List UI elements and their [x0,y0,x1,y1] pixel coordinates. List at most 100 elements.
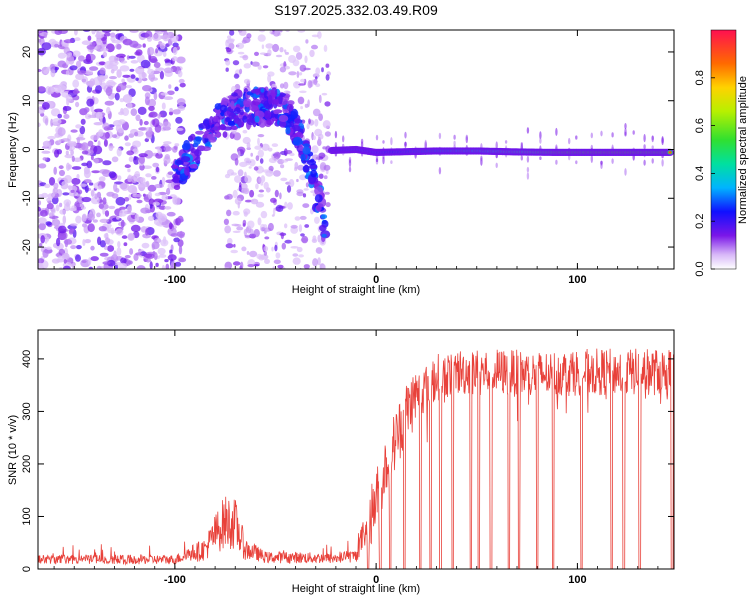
y-tick-label: -20 [21,239,33,255]
spectrogram-cell [103,126,111,131]
spectrogram-cell [173,184,181,190]
spectrogram-cell [98,61,106,66]
spectrogram-cell [115,124,122,133]
spectrogram-cell [128,156,134,162]
spectrogram-cell [103,139,108,147]
spectrogram-cell [404,131,407,139]
spectrogram-cell [143,120,149,126]
spectrogram-cell [42,142,50,148]
spectrogram-cell [77,70,87,74]
spectrogram-cell [152,162,160,168]
spectrogram-cell [272,98,280,105]
spectrogram-cell [279,30,283,33]
spectrogram-cell [318,94,322,104]
spectrogram-cell [272,30,281,37]
spectrogram-cell [219,104,227,113]
spectrogram-cell [231,223,239,227]
spectrogram-cell [93,30,101,33]
spectrogram-cell [38,38,42,43]
spectrogram-cell [93,145,103,155]
spectrogram-cell [304,55,308,64]
spectrogram-cell [53,166,57,175]
spectrogram-cell [114,92,120,101]
spectrogram-cell [178,245,183,255]
spectrogram-cell [211,126,222,131]
spectrogram-cell [115,196,126,206]
spectrogram-cell [81,196,92,203]
spectrogram-cell [241,39,247,44]
spectrogram-cell [116,43,122,50]
spectrogram-cell [59,169,65,177]
spectrogram-cell [63,114,70,119]
spectrogram-cell [242,115,248,123]
spectrogram-cell [178,257,187,263]
spectrogram-cell [260,181,264,186]
spectrogram-cell [175,116,183,124]
spectrogram-cell [438,132,442,140]
spectrogram-cell [480,155,483,162]
spectrogram-cell [70,149,74,156]
spectrogram-cell [38,262,44,269]
spectrogram-cell [232,230,241,233]
spectrogram-cell [287,100,295,106]
spectrogram-cell [164,62,172,67]
spectrogram-cell [152,201,160,206]
spectrogram-cell [306,123,310,130]
spectrogram-cell [38,68,42,73]
spectrogram-cell [132,140,142,148]
spectrogram-cell [198,122,209,129]
spectrogram-cell [100,47,109,52]
spectrogram-cell [83,107,90,113]
colorbar-tick-label: 0.8 [694,70,706,85]
spectrogram-cell [45,236,50,242]
spectrogram-cell [155,166,160,173]
spectrogram-cell [125,85,132,89]
spectrogram-cell [390,137,393,146]
spectrogram-cell [324,191,330,195]
spectrogram-cell [107,81,117,86]
spectrogram-cell [76,60,82,68]
spectrogram-cell [284,201,288,209]
spectrogram-cell [161,102,166,110]
spectrogram-cell [145,258,152,263]
spectrogram-cell [280,164,285,169]
spectrogram-cell [590,154,593,163]
spectrogram-cell [119,206,127,210]
spectrogram-cell [50,108,61,117]
spectrogram-cell [138,153,148,158]
spectrogram-cell [258,189,265,193]
spectrogram-cell [142,43,146,48]
spectrogram-cell [120,219,125,228]
spectrogram-cell [99,240,106,248]
spectrogram-cell [99,218,109,223]
spectrogram-cell [232,60,240,66]
spectrogram-cell [225,243,234,249]
spectrogram-cell [539,137,542,144]
spectrogram-cell [98,129,104,137]
spectrogram-cell [278,95,283,105]
spectrogram-cell [233,132,242,141]
spectrogram-cell [133,156,140,165]
spectrogram-cell [257,149,264,158]
spectrogram-cell [325,202,331,208]
spectrogram-cell [257,34,266,42]
spectrogram-cell [149,261,153,269]
spectrogram-cell [89,66,99,71]
spectrogram-cell [575,160,578,165]
spectrogram-cell [271,214,275,217]
spectrogram-cell [158,205,166,210]
spectrogram-cell [137,106,147,115]
spectrogram-cell [126,55,130,60]
spectrogram-cell [106,223,112,228]
spectrogram-cell [162,121,171,130]
spectrogram-cell [104,100,115,106]
spectrogram-cell [238,185,242,192]
spectrogram-cell [600,160,603,166]
spectrogram-cell [141,71,146,78]
spectrogram-cell [315,67,321,75]
spectrogram-cell [155,67,165,72]
spectrogram-cell [87,140,94,147]
spectrogram-cell [568,137,571,145]
spectrogram-cell [275,252,281,259]
